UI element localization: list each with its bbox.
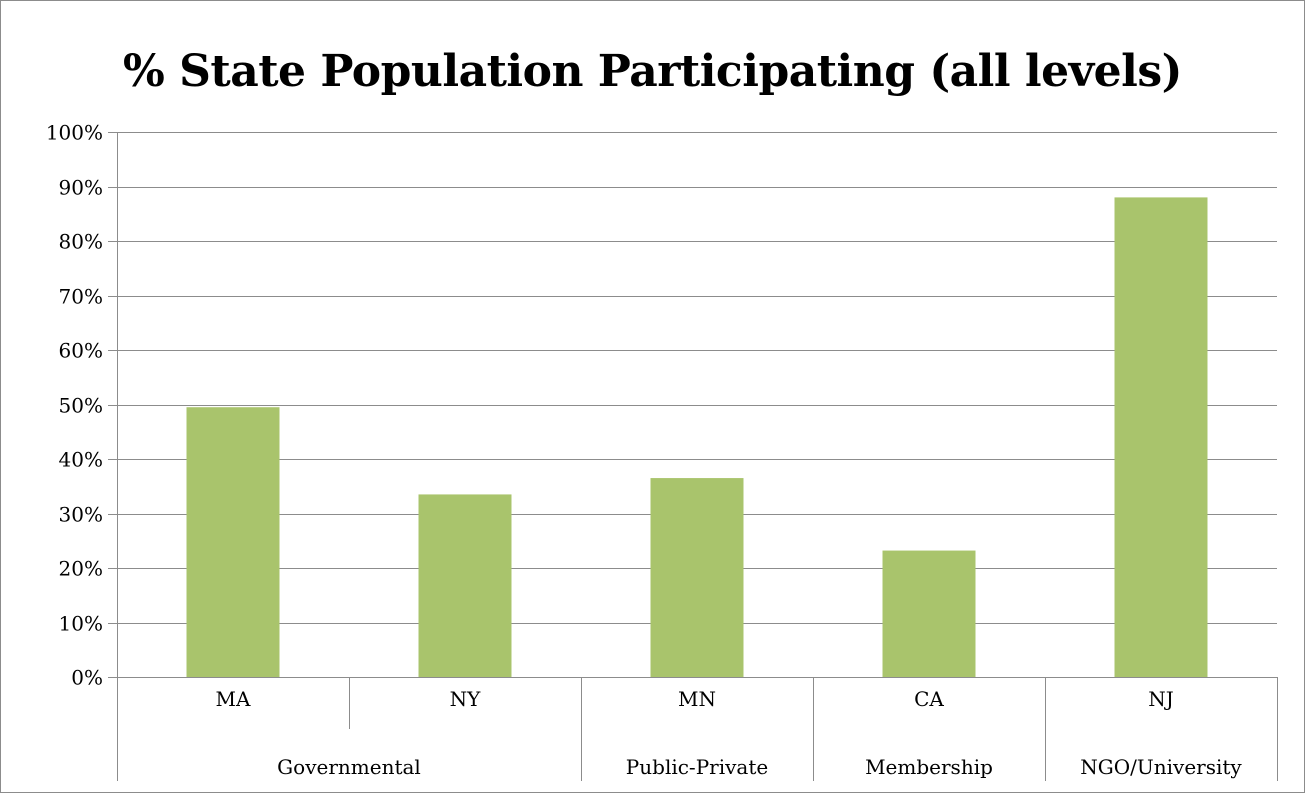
category-label: CA — [914, 687, 944, 711]
group-label: NGO/University — [1080, 755, 1242, 779]
bar — [882, 550, 976, 677]
bar — [418, 494, 512, 677]
bar — [1114, 197, 1208, 677]
y-tick-label: 0% — [71, 666, 103, 690]
y-tick-label: 30% — [59, 503, 103, 527]
category-label: NJ — [1148, 687, 1174, 711]
y-tick-label: 20% — [59, 557, 103, 581]
category-label: NY — [450, 687, 482, 711]
y-tick-label: 50% — [59, 394, 103, 418]
group-label: Membership — [865, 755, 993, 779]
y-tick-label: 40% — [59, 448, 103, 472]
group-label: Governmental — [277, 755, 421, 779]
bar — [650, 478, 744, 677]
chart-title: % State Population Participating (all le… — [123, 46, 1182, 97]
category-label: MA — [216, 687, 251, 711]
y-tick-label: 90% — [59, 176, 103, 200]
y-tick-label: 10% — [59, 612, 103, 636]
bar — [186, 407, 280, 677]
y-tick-label: 80% — [59, 230, 103, 254]
category-label: MN — [678, 687, 716, 711]
group-label: Public-Private — [626, 755, 768, 779]
y-tick-label: 60% — [59, 339, 103, 363]
y-tick-label: 100% — [46, 121, 103, 145]
y-tick-label: 70% — [59, 285, 103, 309]
